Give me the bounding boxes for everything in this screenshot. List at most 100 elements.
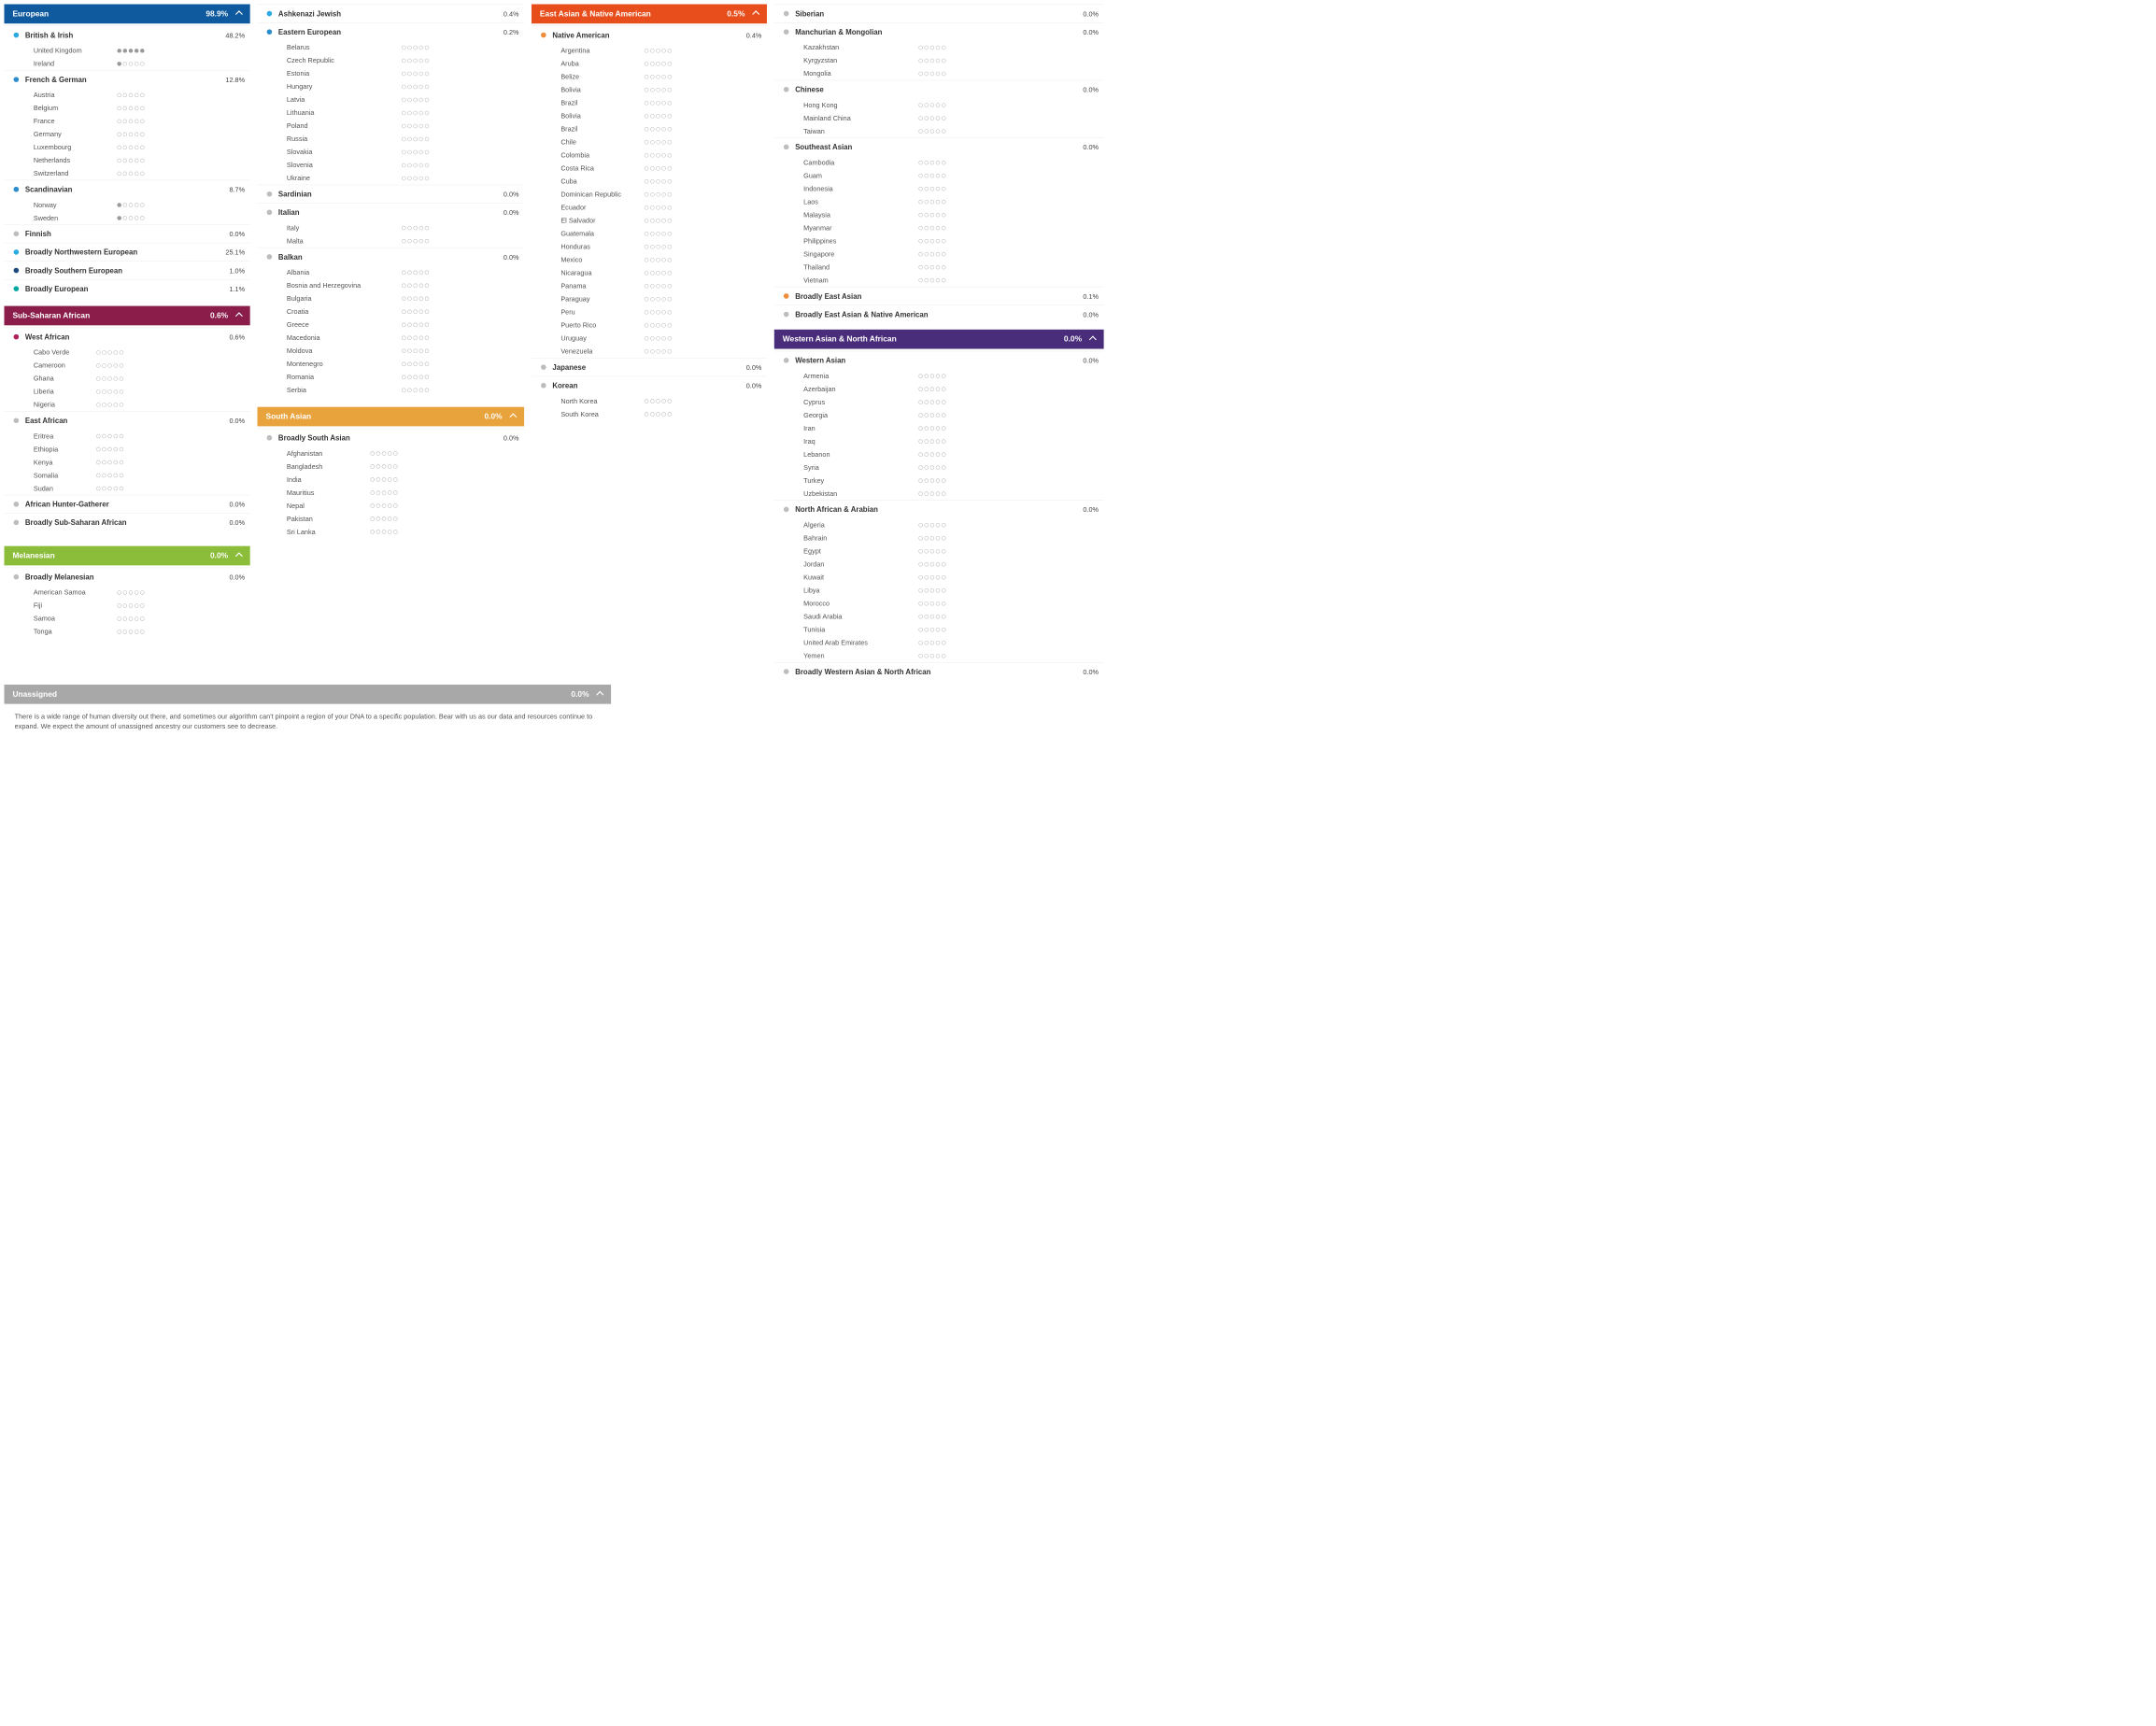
ancestry-sub-row[interactable]: Broadly Northwestern European25.1% bbox=[4, 243, 249, 262]
ancestry-sub-row[interactable]: Southeast Asian0.0% bbox=[774, 137, 1104, 156]
unassigned-text: There is a wide range of human diversity… bbox=[4, 704, 611, 739]
country-label: Morocco bbox=[803, 600, 918, 607]
ancestry-sub-row[interactable]: French & German12.8% bbox=[4, 70, 249, 89]
country-label: Slovakia bbox=[287, 148, 402, 155]
subsaharan-subs: West African0.6%Cabo VerdeCameroonGhanaL… bbox=[4, 328, 249, 531]
ancestry-sub-row[interactable]: Siberian0.0% bbox=[774, 4, 1104, 22]
confidence-dots bbox=[645, 140, 672, 144]
country-label: Uruguay bbox=[560, 334, 645, 342]
sub-label: Broadly Melanesian bbox=[25, 573, 220, 581]
confidence-dots bbox=[402, 226, 429, 230]
european-header[interactable]: European 98.9% bbox=[4, 4, 249, 23]
melanesian-header[interactable]: Melanesian 0.0% bbox=[4, 546, 249, 566]
country-row: Kazakhstan bbox=[774, 41, 1104, 54]
ancestry-sub-row[interactable]: Broadly Melanesian0.0% bbox=[4, 568, 249, 587]
country-row: Italy bbox=[258, 221, 525, 234]
country-row: Puerto Rico bbox=[532, 318, 767, 332]
chevron-up-icon bbox=[235, 10, 243, 18]
country-label: Kazakhstan bbox=[803, 43, 918, 50]
ancestry-sub-row[interactable]: Broadly Southern European1.0% bbox=[4, 261, 249, 279]
country-label: El Salvador bbox=[560, 217, 645, 224]
ancestry-sub-row[interactable]: West African0.6% bbox=[4, 328, 249, 347]
european-subs-1: British & Irish48.2%United KingdomIrelan… bbox=[4, 25, 249, 297]
country-label: Costa Rica bbox=[560, 164, 645, 172]
color-dot-icon bbox=[14, 520, 20, 526]
ancestry-sub-row[interactable]: Native American0.4% bbox=[532, 25, 767, 44]
confidence-dots bbox=[918, 562, 945, 566]
country-row: Tunisia bbox=[774, 623, 1104, 636]
color-dot-icon bbox=[14, 77, 20, 82]
confidence-dots bbox=[402, 309, 429, 313]
country-label: Laos bbox=[803, 198, 918, 205]
ancestry-sub-row[interactable]: African Hunter-Gatherer0.0% bbox=[4, 495, 249, 514]
country-label: Malta bbox=[287, 237, 402, 245]
ancestry-sub-row[interactable]: Japanese0.0% bbox=[532, 358, 767, 376]
country-row: Venezuela bbox=[532, 345, 767, 358]
confidence-dots bbox=[918, 654, 945, 658]
country-row: Honduras bbox=[532, 240, 767, 253]
sub-label: Scandinavian bbox=[25, 185, 220, 193]
country-row: Macedonia bbox=[258, 331, 525, 344]
ancestry-sub-row[interactable]: North African & Arabian0.0% bbox=[774, 500, 1104, 518]
country-label: Sri Lanka bbox=[287, 528, 371, 535]
confidence-dots bbox=[402, 97, 429, 101]
confidence-dots bbox=[918, 187, 945, 191]
ancestry-sub-row[interactable]: Ashkenazi Jewish0.4% bbox=[258, 4, 525, 22]
unassigned-header[interactable]: Unassigned 0.0% bbox=[4, 685, 611, 704]
ancestry-sub-row[interactable]: Sardinian0.0% bbox=[258, 185, 525, 204]
ancestry-sub-row[interactable]: Scandinavian8.7% bbox=[4, 180, 249, 199]
color-dot-icon bbox=[14, 268, 20, 274]
sub-label: West African bbox=[25, 332, 220, 341]
country-row: France bbox=[4, 115, 249, 128]
country-label: Bulgaria bbox=[287, 294, 402, 302]
ancestry-sub-row[interactable]: Broadly Western Asian & North African0.0… bbox=[774, 662, 1104, 681]
confidence-dots bbox=[645, 258, 672, 262]
confidence-dots bbox=[117, 158, 144, 162]
country-label: Colombia bbox=[560, 151, 645, 159]
sub-pct: 12.8% bbox=[220, 76, 245, 83]
country-label: North Korea bbox=[560, 397, 645, 404]
ancestry-sub-row[interactable]: Balkan0.0% bbox=[258, 248, 525, 266]
country-label: Hungary bbox=[287, 82, 402, 90]
ancestry-layout: European 98.9% British & Irish48.2%Unite… bbox=[0, 0, 1207, 685]
country-label: Austria bbox=[34, 91, 118, 98]
country-row: Dominican Republic bbox=[532, 188, 767, 201]
country-label: France bbox=[34, 117, 118, 124]
westasian-header[interactable]: Western Asian & North African 0.0% bbox=[774, 330, 1104, 349]
ancestry-sub-row[interactable]: Broadly East Asian & Native American0.0% bbox=[774, 304, 1104, 323]
confidence-dots bbox=[645, 153, 672, 157]
ancestry-sub-row[interactable]: Western Asian0.0% bbox=[774, 351, 1104, 370]
country-row: India bbox=[258, 473, 525, 486]
subsaharan-header[interactable]: Sub-Saharan African 0.6% bbox=[4, 306, 249, 326]
ancestry-sub-row[interactable]: Broadly European1.1% bbox=[4, 279, 249, 298]
country-row: Samoa bbox=[4, 612, 249, 625]
sub-pct: 0.0% bbox=[1073, 86, 1099, 93]
ancestry-sub-row[interactable]: Korean0.0% bbox=[532, 376, 767, 395]
ancestry-sub-row[interactable]: Broadly Sub-Saharan African0.0% bbox=[4, 513, 249, 531]
ancestry-sub-row[interactable]: Finnish0.0% bbox=[4, 224, 249, 243]
ancestry-sub-row[interactable]: Eastern European0.2% bbox=[258, 22, 525, 41]
ancestry-sub-row[interactable]: Chinese0.0% bbox=[774, 80, 1104, 99]
color-dot-icon bbox=[784, 312, 789, 318]
country-row: Laos bbox=[774, 195, 1104, 208]
country-label: Czech Republic bbox=[287, 56, 402, 64]
ancestry-sub-row[interactable]: Broadly East Asian0.1% bbox=[774, 287, 1104, 305]
country-label: Bosnia and Herzegovina bbox=[287, 281, 402, 289]
ancestry-sub-row[interactable]: Italian0.0% bbox=[258, 203, 525, 221]
country-label: Turkey bbox=[803, 476, 918, 484]
country-row: Pakistan bbox=[258, 512, 525, 525]
ancestry-sub-row[interactable]: Broadly South Asian0.0% bbox=[258, 429, 525, 447]
unassigned-block: Unassigned 0.0% There is a wide range of… bbox=[4, 685, 611, 739]
ancestry-sub-row[interactable]: British & Irish48.2% bbox=[4, 25, 249, 44]
country-row: Jordan bbox=[774, 558, 1104, 571]
country-label: Azerbaijan bbox=[803, 385, 918, 392]
country-row: Bolivia bbox=[532, 83, 767, 96]
southasian-header[interactable]: South Asian 0.0% bbox=[258, 407, 525, 427]
ancestry-sub-row[interactable]: East African0.0% bbox=[4, 411, 249, 430]
sub-label: British & Irish bbox=[25, 31, 220, 39]
ancestry-sub-row[interactable]: Manchurian & Mongolian0.0% bbox=[774, 22, 1104, 41]
confidence-dots bbox=[402, 136, 429, 140]
country-row: Ethiopia bbox=[4, 443, 249, 456]
country-row: Ukraine bbox=[258, 172, 525, 185]
eastasian-header[interactable]: East Asian & Native American 0.5% bbox=[532, 4, 767, 23]
